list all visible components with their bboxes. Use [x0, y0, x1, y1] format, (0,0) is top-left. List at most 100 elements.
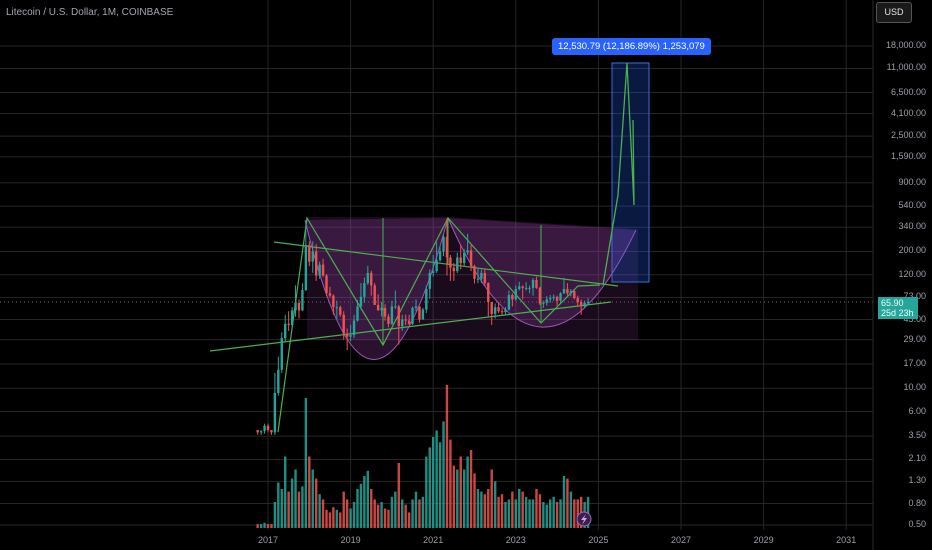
- volume-bar: [442, 421, 445, 528]
- candle-body: [480, 272, 483, 279]
- y-tick-label: 2.10: [908, 453, 926, 464]
- candle-body: [428, 272, 431, 289]
- x-tick-label: 2025: [588, 535, 609, 545]
- projection-path: [602, 62, 635, 286]
- candle-body: [397, 306, 400, 327]
- candle: [514, 285, 517, 301]
- x-tick-label: 2029: [753, 535, 774, 545]
- volume-bar: [414, 491, 418, 528]
- volume-bar: [466, 456, 469, 528]
- volume-bar: [545, 504, 548, 528]
- candle-body: [435, 260, 438, 272]
- volume-bar: [456, 469, 459, 528]
- candle-body: [518, 286, 521, 289]
- volume-bar: [373, 499, 376, 528]
- candle-body: [277, 369, 280, 394]
- y-tick-label: 29.00: [903, 333, 926, 344]
- candle: [428, 269, 431, 299]
- candle-body: [321, 264, 325, 276]
- volume-bar: [493, 481, 497, 528]
- candle: [518, 281, 521, 291]
- y-tick-label: 4,100.00: [890, 107, 926, 118]
- candle: [545, 296, 548, 306]
- candle: [308, 241, 311, 267]
- currency-button[interactable]: USD: [876, 2, 912, 23]
- candle-body: [380, 307, 383, 311]
- candle-body: [552, 296, 555, 299]
- volume-bar: [311, 469, 314, 528]
- candle: [311, 241, 314, 273]
- candle: [290, 307, 294, 328]
- candle-body: [469, 250, 473, 267]
- volume-bar: [273, 502, 277, 528]
- candle: [579, 299, 583, 315]
- candle: [504, 307, 507, 315]
- candle: [462, 249, 466, 267]
- candle-body: [297, 302, 301, 311]
- candle-body: [538, 287, 542, 304]
- candle-body: [425, 288, 428, 310]
- candle: [555, 295, 559, 306]
- volume-bar: [349, 508, 352, 528]
- candle-body: [280, 338, 283, 370]
- drawing-layer: [209, 62, 650, 433]
- candle: [476, 267, 480, 284]
- candle: [524, 282, 528, 291]
- candle-body: [318, 264, 321, 276]
- cup-left-arc: [304, 217, 449, 360]
- y-tick-label: 0.50: [908, 519, 926, 529]
- candle-body: [325, 275, 328, 294]
- candle: [387, 313, 390, 328]
- candle-body: [394, 306, 397, 308]
- measure-label: 12,530.79 (12,186.89%) 1,253,079: [552, 38, 711, 55]
- candle-body: [586, 302, 590, 304]
- candle-body: [308, 245, 311, 262]
- candle: [500, 307, 504, 315]
- candle-body: [332, 295, 335, 308]
- candle-body: [452, 267, 456, 272]
- volume-bar: [387, 509, 390, 528]
- candle: [531, 277, 535, 296]
- volume-bar: [576, 499, 579, 528]
- candle-body: [445, 236, 449, 258]
- symbol-title: Litecoin / U.S. Dollar, 1M, COINBASE: [6, 7, 174, 18]
- candle: [332, 294, 335, 315]
- candle: [287, 311, 290, 332]
- volume-bar: [308, 456, 311, 528]
- candle-body: [507, 295, 511, 310]
- volume-bar: [266, 524, 270, 528]
- y-tick-label: 6.00: [908, 405, 926, 416]
- candle-body: [493, 307, 497, 314]
- candle: [469, 245, 473, 272]
- volume-bar: [407, 512, 411, 528]
- candle: [435, 242, 438, 273]
- volume-bar: [487, 489, 490, 528]
- candle-body: [407, 320, 411, 324]
- candle: [366, 265, 370, 285]
- volume-bar: [528, 499, 531, 528]
- candle: [562, 277, 566, 294]
- candle: [342, 311, 345, 340]
- candle-body: [266, 425, 270, 431]
- candle-body: [476, 278, 480, 280]
- volume-bar: [339, 512, 342, 528]
- candlesticks: [256, 218, 590, 435]
- y-tick-label: 10.00: [903, 382, 926, 393]
- volume-bar: [511, 491, 514, 528]
- candle-body: [311, 251, 314, 262]
- candle: [352, 314, 356, 339]
- candle-body: [442, 236, 445, 252]
- volume-bar: [432, 437, 435, 528]
- candle: [373, 283, 376, 305]
- candle-body: [459, 257, 462, 264]
- candle-body: [555, 296, 559, 301]
- candle-body: [356, 306, 359, 321]
- candle-body: [270, 430, 273, 433]
- volume-bar: [397, 463, 400, 528]
- volume-bar: [394, 491, 397, 528]
- volume-bar: [459, 456, 462, 528]
- volume-bar: [277, 482, 280, 528]
- candle: [480, 269, 483, 284]
- volume-bar: [524, 496, 528, 528]
